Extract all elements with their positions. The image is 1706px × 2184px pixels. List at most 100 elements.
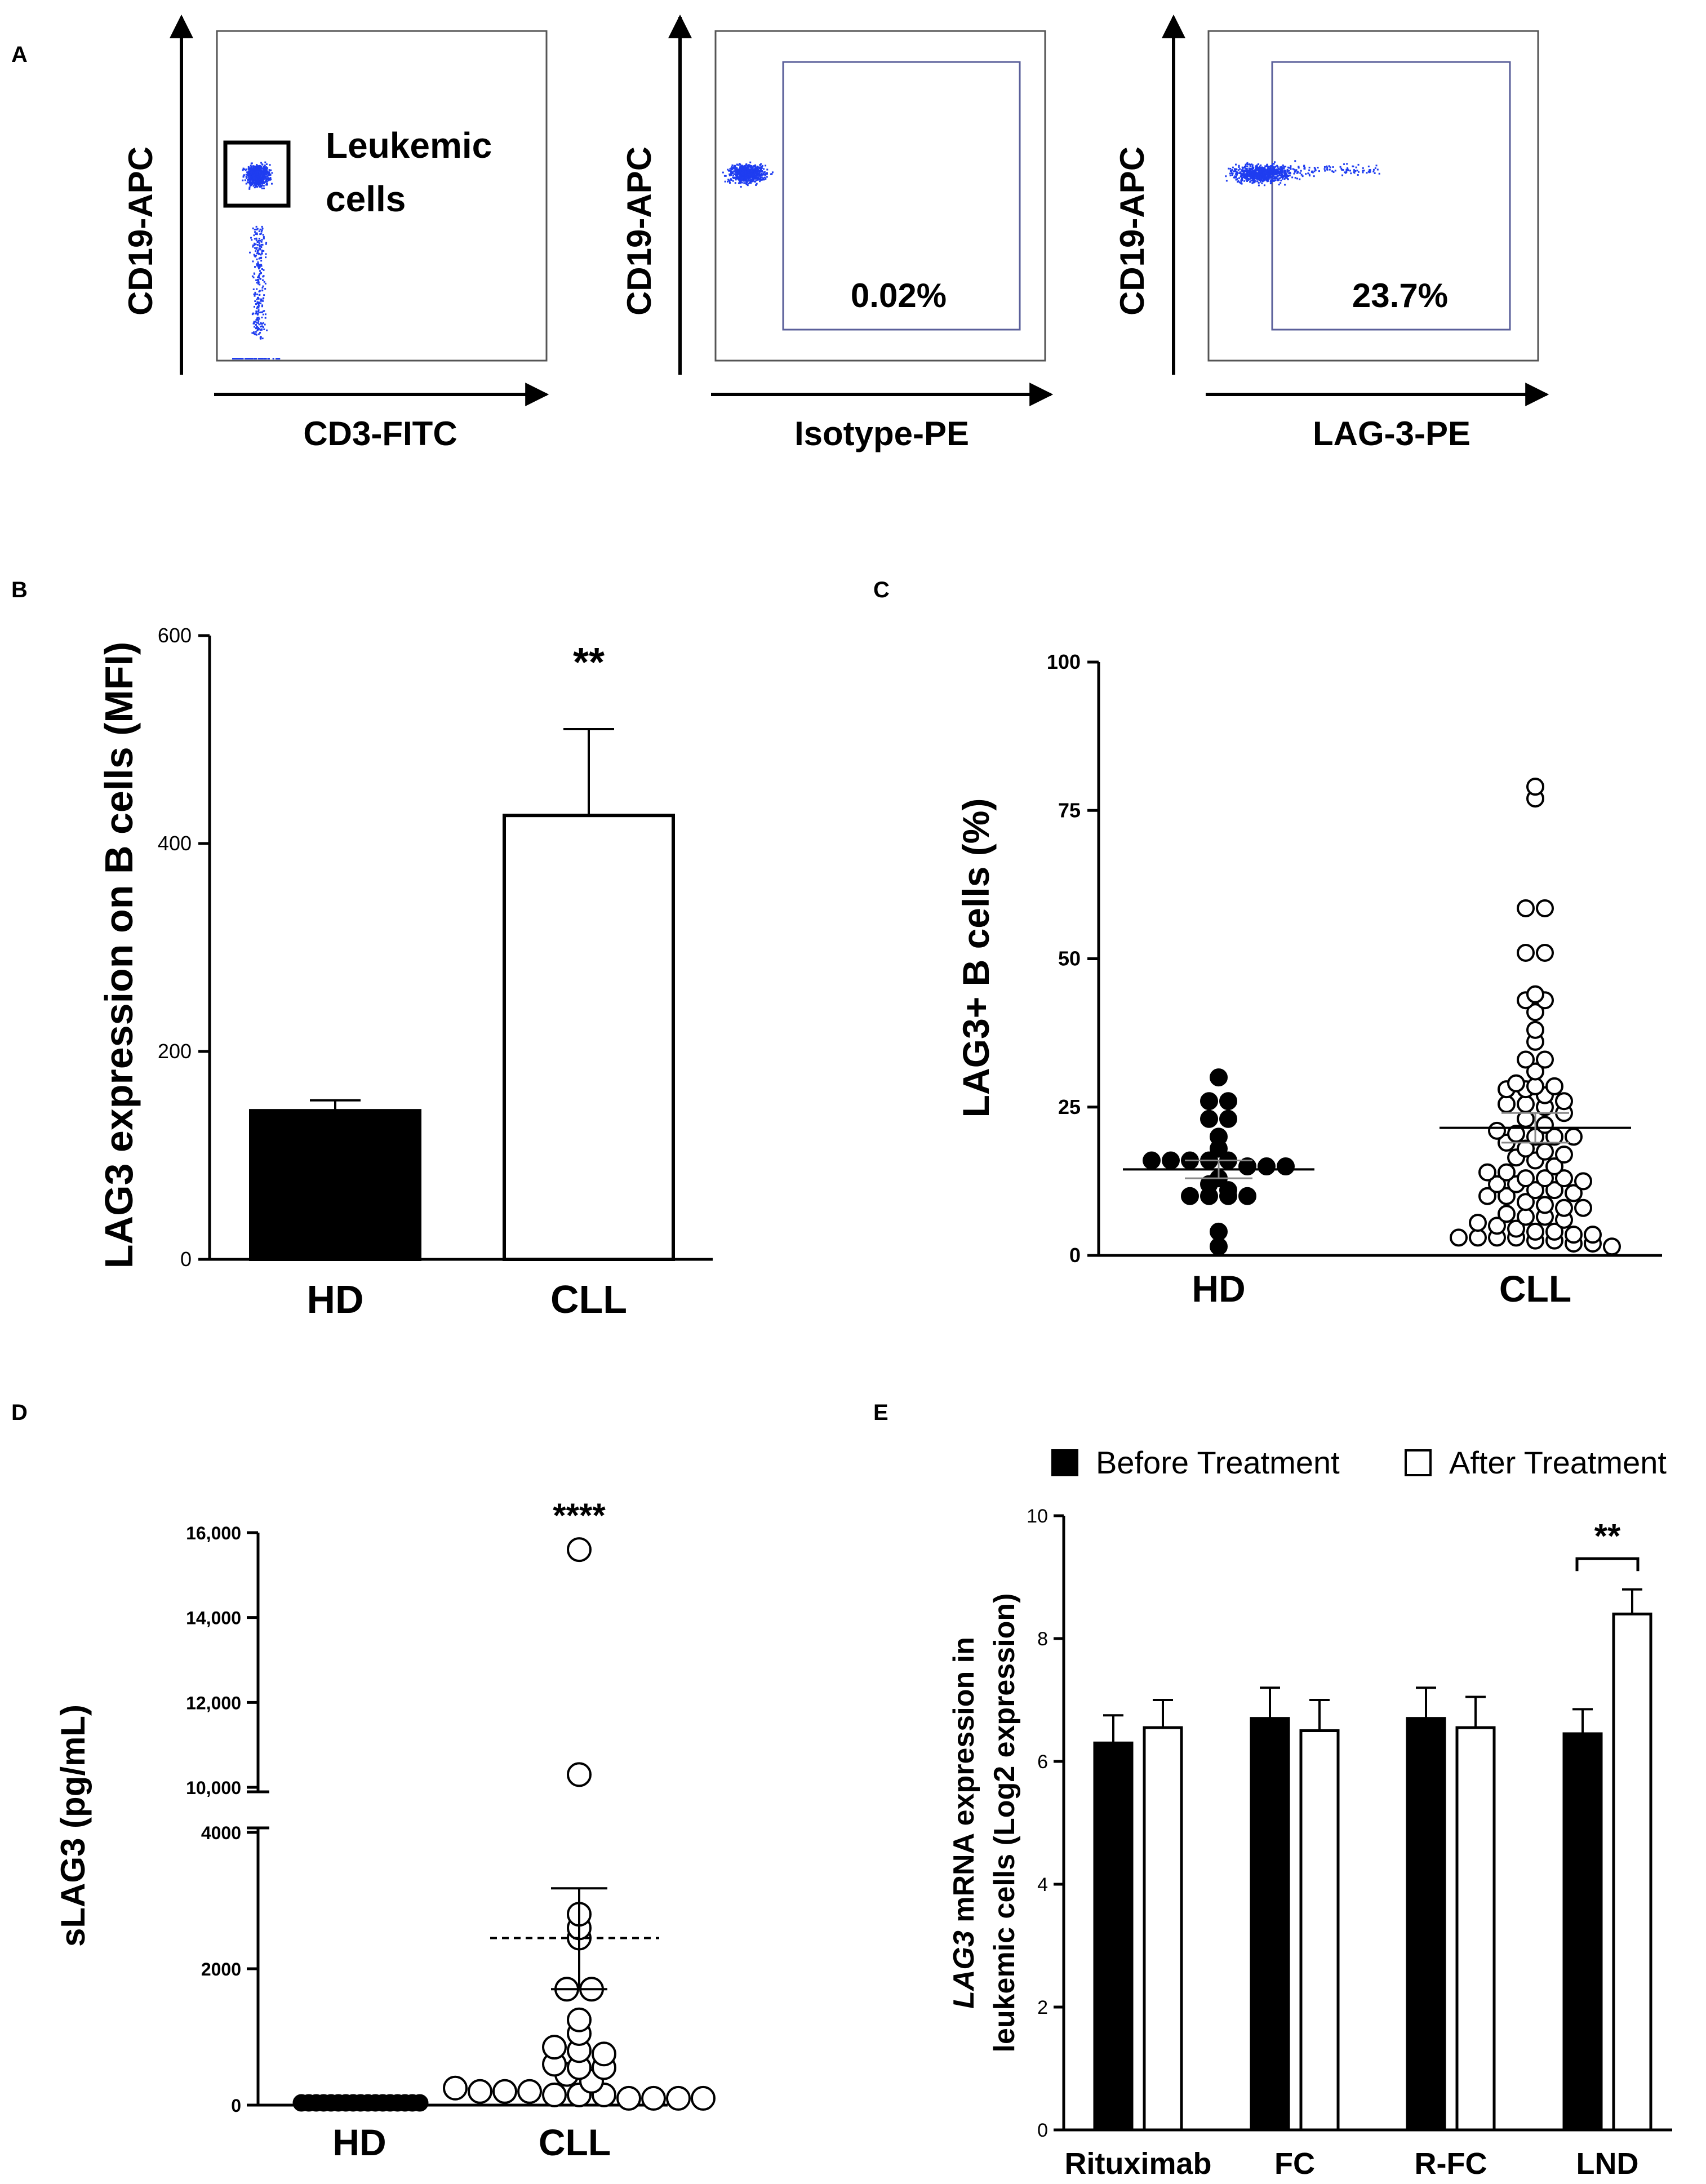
event-dot bbox=[750, 179, 752, 181]
event-dot bbox=[757, 169, 759, 171]
event-dot bbox=[258, 277, 260, 279]
y-tick-label: 100 bbox=[1047, 650, 1081, 673]
event-dot bbox=[256, 263, 258, 265]
event-dot bbox=[1234, 176, 1236, 179]
event-dot bbox=[254, 231, 256, 233]
event-dot bbox=[1266, 176, 1268, 178]
event-dot bbox=[262, 313, 264, 316]
event-dot bbox=[261, 311, 263, 313]
data-point bbox=[1507, 1125, 1525, 1143]
data-point bbox=[1488, 1121, 1506, 1140]
event-dot bbox=[1374, 172, 1376, 174]
event-dot bbox=[1283, 167, 1285, 169]
event-dot bbox=[1331, 170, 1334, 172]
event-dot bbox=[1339, 166, 1341, 168]
event-dot bbox=[1235, 175, 1237, 177]
y-axis-label-italic: LAG3 bbox=[948, 1930, 980, 2009]
event-dot bbox=[760, 169, 762, 171]
event-dot bbox=[252, 171, 254, 174]
event-dot bbox=[744, 174, 747, 176]
event-dot bbox=[257, 327, 259, 329]
event-dot bbox=[257, 279, 260, 281]
event-dot bbox=[259, 358, 261, 359]
data-point bbox=[1545, 1157, 1563, 1176]
data-point bbox=[691, 2085, 716, 2111]
event-dot bbox=[1268, 174, 1270, 176]
event-dot bbox=[753, 179, 755, 181]
event-dot bbox=[752, 168, 754, 170]
bar bbox=[1562, 1732, 1603, 2132]
event-dot bbox=[245, 183, 247, 185]
event-dot bbox=[750, 170, 752, 172]
event-dot bbox=[1250, 173, 1252, 175]
event-dot bbox=[1281, 177, 1283, 180]
event-dot bbox=[242, 175, 245, 177]
y-ticks: 0 2 4 6 8 10 bbox=[1027, 1506, 1064, 2141]
legend-swatch-before bbox=[1051, 1449, 1078, 1476]
event-dot bbox=[739, 175, 741, 177]
event-dot bbox=[1237, 181, 1239, 183]
event-dot bbox=[266, 329, 268, 331]
data-point bbox=[1277, 1157, 1295, 1176]
event-dot bbox=[267, 177, 269, 179]
event-dot bbox=[748, 170, 750, 172]
event-dot bbox=[735, 176, 738, 178]
event-dot bbox=[256, 246, 258, 248]
event-dot bbox=[1272, 163, 1274, 165]
event-dot bbox=[1362, 171, 1364, 174]
event-dot bbox=[1238, 165, 1240, 167]
event-dot bbox=[1283, 170, 1285, 172]
event-dot bbox=[1270, 165, 1273, 167]
event-dot bbox=[256, 328, 259, 330]
plot-frame bbox=[216, 30, 548, 362]
event-dot bbox=[254, 242, 256, 245]
event-dot bbox=[1251, 177, 1254, 180]
x-axis-label: Isotype-PE bbox=[794, 415, 969, 452]
event-dot bbox=[1280, 170, 1282, 172]
event-dot bbox=[257, 166, 259, 168]
event-dot bbox=[260, 233, 263, 235]
data-point bbox=[1526, 1003, 1544, 1022]
event-dot bbox=[253, 305, 255, 308]
event-dot bbox=[257, 176, 260, 178]
event-dot bbox=[257, 171, 260, 173]
event-dot bbox=[741, 172, 743, 174]
event-dot bbox=[256, 317, 259, 319]
event-dot bbox=[1242, 175, 1244, 177]
event-dot bbox=[746, 174, 748, 176]
data-point bbox=[1181, 1187, 1199, 1205]
event-dot bbox=[736, 168, 738, 170]
dot-cloud bbox=[232, 161, 281, 359]
event-dot bbox=[257, 251, 259, 254]
event-dot bbox=[741, 178, 744, 180]
event-dot bbox=[1254, 174, 1256, 176]
event-dot bbox=[260, 244, 263, 246]
event-dot bbox=[257, 310, 259, 313]
event-dot bbox=[260, 322, 262, 324]
event-dot bbox=[1241, 183, 1243, 185]
event-dot bbox=[254, 244, 256, 246]
event-dot bbox=[248, 178, 250, 180]
event-dot bbox=[756, 165, 758, 167]
y-axis-label-rest: mRNA expression in bbox=[948, 1637, 980, 1930]
data-point bbox=[1498, 1163, 1516, 1182]
event-dot bbox=[752, 170, 754, 172]
event-dot bbox=[1262, 174, 1264, 176]
event-dot bbox=[1269, 180, 1272, 183]
event-dot bbox=[233, 358, 235, 359]
event-dot bbox=[761, 167, 763, 170]
data-point bbox=[1498, 1205, 1516, 1223]
event-dot bbox=[1314, 168, 1317, 171]
event-dot bbox=[257, 177, 259, 180]
event-dot bbox=[731, 172, 734, 174]
event-dot bbox=[1249, 175, 1251, 177]
event-dot bbox=[1251, 182, 1254, 184]
event-dot bbox=[752, 173, 754, 175]
event-dot bbox=[1243, 175, 1246, 177]
x-axis-label: LAG-3-PE bbox=[1313, 415, 1470, 452]
event-dot bbox=[257, 185, 260, 187]
event-dot bbox=[1345, 171, 1348, 173]
event-dot bbox=[1262, 172, 1264, 174]
event-dot bbox=[255, 171, 257, 174]
event-dot bbox=[765, 165, 767, 167]
